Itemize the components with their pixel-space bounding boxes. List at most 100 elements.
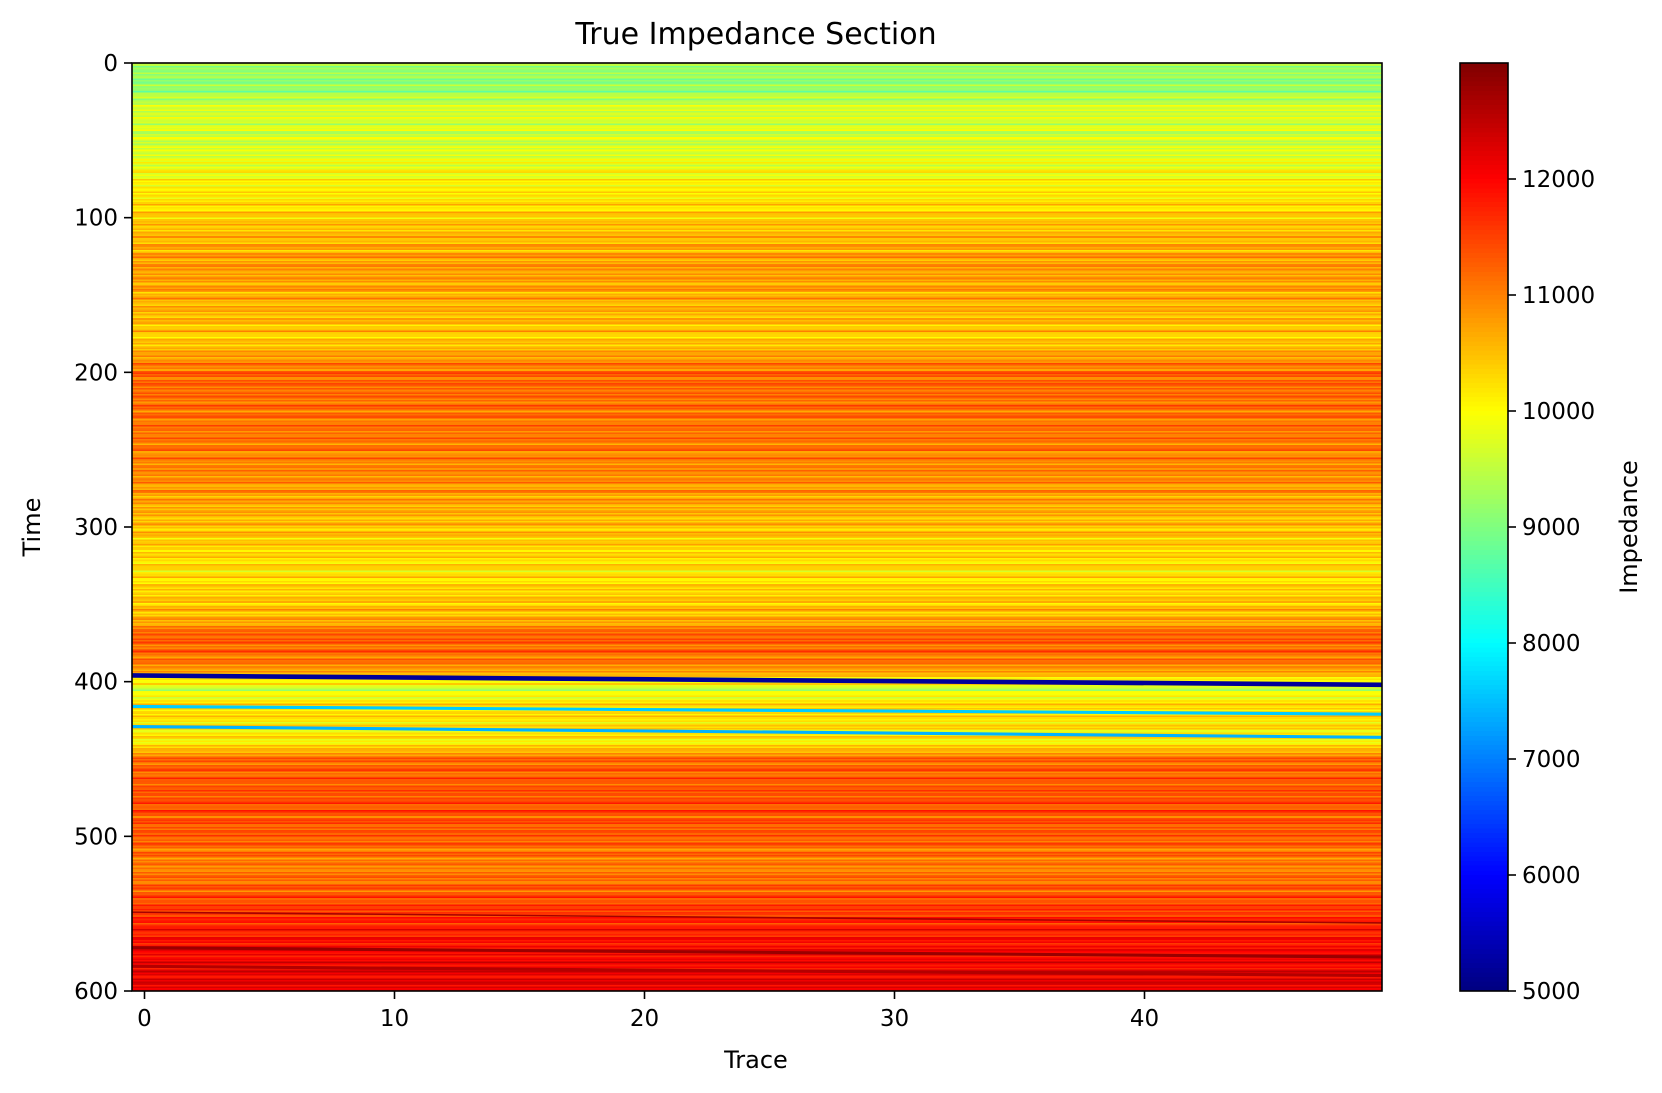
colorbar-step bbox=[1460, 105, 1508, 110]
colorbar-step bbox=[1460, 360, 1508, 365]
x-axis: 0 10 20 30 40 bbox=[137, 991, 1159, 1032]
colorbar-step bbox=[1460, 666, 1508, 671]
colorbar-step bbox=[1460, 151, 1508, 156]
colorbar-step bbox=[1460, 648, 1508, 653]
colorbar-step bbox=[1460, 977, 1508, 982]
colorbar-tick-label: 5000 bbox=[1522, 979, 1581, 1005]
colorbar-step bbox=[1460, 843, 1508, 848]
colorbar-step bbox=[1460, 379, 1508, 384]
colorbar-step bbox=[1460, 940, 1508, 945]
colorbar-step bbox=[1460, 559, 1508, 564]
colorbar-tick-label: 10000 bbox=[1522, 399, 1595, 425]
colorbar-step bbox=[1460, 532, 1508, 537]
y-tick-label: 300 bbox=[74, 515, 118, 541]
colorbar-step bbox=[1460, 889, 1508, 894]
x-axis-label: Trace bbox=[723, 1046, 788, 1074]
colorbar-step bbox=[1460, 272, 1508, 277]
colorbar-step bbox=[1460, 82, 1508, 87]
colorbar-step bbox=[1460, 833, 1508, 838]
colorbar-step bbox=[1460, 504, 1508, 509]
colorbar-step bbox=[1460, 235, 1508, 240]
colorbar-step bbox=[1460, 931, 1508, 936]
x-tick-label: 20 bbox=[630, 1006, 659, 1032]
colorbar-axis: 50006000700080009000100001100012000 bbox=[1508, 167, 1595, 1005]
colorbar-step bbox=[1460, 249, 1508, 254]
colorbar-step bbox=[1460, 680, 1508, 685]
x-tick-label: 40 bbox=[1130, 1006, 1159, 1032]
colorbar-step bbox=[1460, 416, 1508, 421]
colorbar-step bbox=[1460, 856, 1508, 861]
colorbar-step bbox=[1460, 490, 1508, 495]
colorbar-step bbox=[1460, 202, 1508, 207]
colorbar-step bbox=[1460, 527, 1508, 532]
colorbar-step bbox=[1460, 462, 1508, 467]
colorbar-step bbox=[1460, 592, 1508, 597]
y-tick-label: 400 bbox=[74, 670, 118, 696]
colorbar-step bbox=[1460, 281, 1508, 286]
colorbar-step bbox=[1460, 318, 1508, 323]
colorbar-step bbox=[1460, 805, 1508, 810]
colorbar-step bbox=[1460, 216, 1508, 221]
colorbar-step bbox=[1460, 406, 1508, 411]
colorbar-step bbox=[1460, 963, 1508, 968]
colorbar-step bbox=[1460, 675, 1508, 680]
colorbar-step bbox=[1460, 369, 1508, 374]
colorbar-step bbox=[1460, 866, 1508, 871]
colorbar-step bbox=[1460, 365, 1508, 370]
colorbar-step bbox=[1460, 77, 1508, 82]
colorbar-step bbox=[1460, 662, 1508, 667]
colorbar-step bbox=[1460, 903, 1508, 908]
colorbar-step bbox=[1460, 476, 1508, 481]
colorbar-step bbox=[1460, 968, 1508, 973]
colorbar-step bbox=[1460, 239, 1508, 244]
chart-title: True Impedance Section bbox=[574, 17, 936, 52]
colorbar-step bbox=[1460, 137, 1508, 142]
colorbar-step bbox=[1460, 611, 1508, 616]
colorbar-step bbox=[1460, 727, 1508, 732]
colorbar-step bbox=[1460, 68, 1508, 73]
colorbar-step bbox=[1460, 485, 1508, 490]
colorbar-step bbox=[1460, 193, 1508, 198]
colorbar-step bbox=[1460, 383, 1508, 388]
colorbar-tick-label: 12000 bbox=[1522, 167, 1595, 193]
colorbar-step bbox=[1460, 643, 1508, 648]
colorbar-step bbox=[1460, 791, 1508, 796]
colorbar-step bbox=[1460, 875, 1508, 880]
colorbar-step bbox=[1460, 211, 1508, 216]
colorbar-step bbox=[1460, 221, 1508, 226]
colorbar-step bbox=[1460, 439, 1508, 444]
colorbar-step bbox=[1460, 351, 1508, 356]
y-tick-label: 200 bbox=[74, 360, 118, 386]
colorbar-step bbox=[1460, 100, 1508, 105]
colorbar-step bbox=[1460, 123, 1508, 128]
colorbar-step bbox=[1460, 624, 1508, 629]
colorbar-tick-label: 8000 bbox=[1522, 631, 1581, 657]
colorbar-step bbox=[1460, 935, 1508, 940]
colorbar-step bbox=[1460, 327, 1508, 332]
colorbar-step bbox=[1460, 160, 1508, 165]
colorbar-step bbox=[1460, 921, 1508, 926]
colorbar-step bbox=[1460, 838, 1508, 843]
colorbar-step bbox=[1460, 174, 1508, 179]
colorbar-step bbox=[1460, 508, 1508, 513]
colorbar-tick-label: 11000 bbox=[1522, 283, 1595, 309]
colorbar-step bbox=[1460, 443, 1508, 448]
colorbar-step bbox=[1460, 518, 1508, 523]
colorbar-step bbox=[1460, 852, 1508, 857]
x-tick-label: 30 bbox=[880, 1006, 909, 1032]
colorbar-step bbox=[1460, 796, 1508, 801]
colorbar-step bbox=[1460, 225, 1508, 230]
colorbar-step bbox=[1460, 374, 1508, 379]
colorbar-step bbox=[1460, 754, 1508, 759]
colorbar-step bbox=[1460, 179, 1508, 184]
colorbar-step bbox=[1460, 133, 1508, 138]
colorbar-step bbox=[1460, 170, 1508, 175]
colorbar-step bbox=[1460, 787, 1508, 792]
colorbar-step bbox=[1460, 764, 1508, 769]
colorbar-step bbox=[1460, 652, 1508, 657]
colorbar-step bbox=[1460, 555, 1508, 560]
colorbar-tick-label: 9000 bbox=[1522, 515, 1581, 541]
colorbar-step bbox=[1460, 536, 1508, 541]
colorbar-step bbox=[1460, 402, 1508, 407]
colorbar-step bbox=[1460, 880, 1508, 885]
